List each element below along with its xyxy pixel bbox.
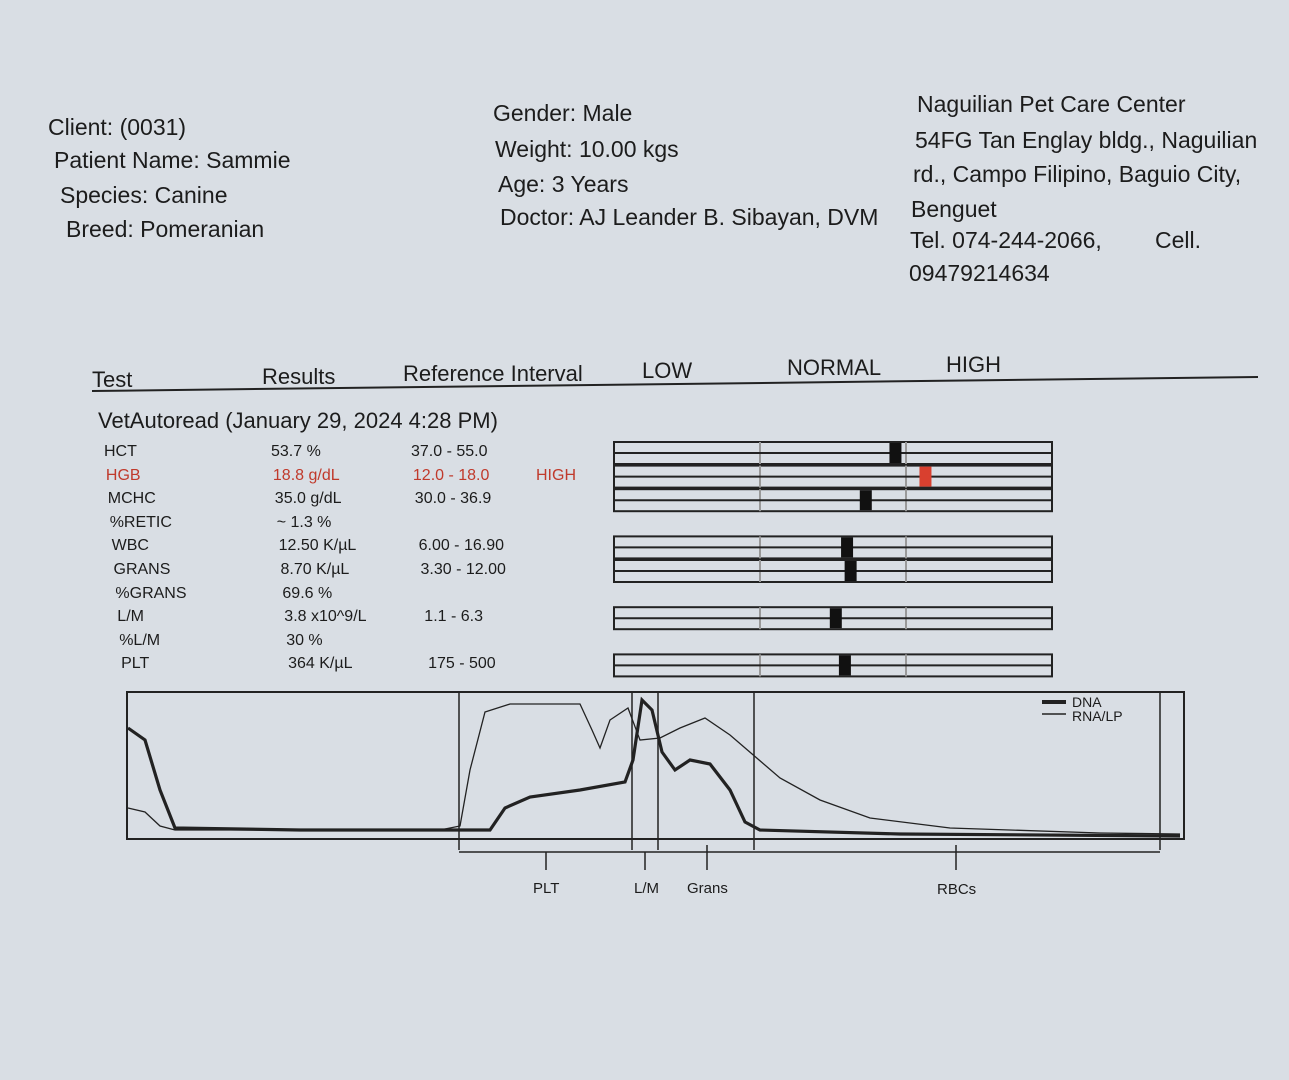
cell-label: Cell. — [1155, 227, 1202, 253]
reference: 6.00 - 16.90 — [418, 537, 504, 555]
client: Client: (0031) — [48, 114, 187, 140]
test-name: MCHC — [107, 490, 156, 508]
address: Benguet — [911, 196, 997, 222]
test-name: HCT — [104, 443, 137, 460]
result-marker — [889, 443, 902, 463]
result-marker — [919, 466, 932, 487]
column-header: LOW — [642, 358, 693, 383]
result: 8.70 K/µL — [280, 561, 350, 578]
gender: Gender: Male — [493, 100, 633, 126]
result: 30 % — [286, 631, 323, 649]
result: 18.8 g/dL — [272, 466, 340, 484]
doctor: Doctor: AJ Leander B. Sibayan, DVM — [500, 204, 879, 230]
column-header: Test — [92, 367, 133, 392]
result: 53.7 % — [271, 443, 321, 460]
species: Species: Canine — [60, 182, 228, 208]
test-name: PLT — [121, 655, 150, 673]
column-header: NORMAL — [787, 355, 882, 380]
test-name: HGB — [105, 466, 141, 484]
test-name: L/M — [117, 608, 144, 626]
test-name: %L/M — [119, 631, 161, 649]
result: 69.6 % — [282, 584, 333, 602]
column-header: Reference Interval — [403, 361, 583, 386]
reference: 1.1 - 6.3 — [424, 608, 483, 626]
reference: 175 - 500 — [428, 655, 496, 673]
result: 364 K/µL — [288, 655, 353, 673]
legend-entry: DNA — [1072, 694, 1102, 710]
weight: Weight: 10.00 kgs — [495, 136, 679, 162]
flag: HIGH — [536, 466, 576, 484]
address: rd., Campo Filipino, Baguio City, — [913, 161, 1242, 187]
range-bars — [613, 441, 1053, 678]
column-header: HIGH — [946, 352, 1001, 377]
patient: Patient Name: Sammie — [54, 147, 291, 173]
header-rule — [91, 376, 1259, 392]
histogram — [126, 691, 1185, 870]
reference: 12.0 - 18.0 — [412, 466, 490, 484]
breed: Breed: Pomeranian — [66, 216, 265, 242]
result-marker — [844, 561, 857, 581]
tel: Tel. 074-244-2066, — [910, 227, 1102, 253]
result-marker — [841, 537, 854, 558]
result-marker — [829, 608, 842, 629]
region-label: PLT — [533, 880, 560, 897]
session-title: VetAutoread (January 29, 2024 4:28 PM) — [98, 408, 498, 433]
region-label: Grans — [687, 880, 728, 897]
result: 12.50 K/µL — [278, 537, 357, 555]
test-name: WBC — [111, 537, 149, 555]
test-name: %RETIC — [109, 513, 172, 531]
reference: 30.0 - 36.9 — [414, 490, 492, 508]
result-marker — [859, 490, 872, 511]
result: 3.8 x10^9/L — [284, 608, 367, 626]
result: ~ 1.3 % — [276, 513, 332, 531]
age: Age: 3 Years — [498, 171, 629, 197]
region-label: L/M — [634, 880, 660, 897]
legend-entry: RNA/LP — [1072, 708, 1123, 724]
result-marker — [838, 655, 851, 676]
cell: 09479214634 — [909, 260, 1050, 286]
result: 35.0 g/dL — [274, 490, 342, 508]
address: 54FG Tan Englay bldg., Naguilian — [915, 127, 1258, 153]
clinic-name: Naguilian Pet Care Center — [917, 91, 1186, 117]
column-header: Results — [262, 364, 336, 389]
test-name: %GRANS — [115, 584, 187, 602]
region-label: RBCs — [937, 881, 977, 898]
reference: 37.0 - 55.0 — [411, 443, 488, 460]
test-name: GRANS — [113, 561, 171, 578]
reference: 3.30 - 12.00 — [420, 561, 506, 578]
